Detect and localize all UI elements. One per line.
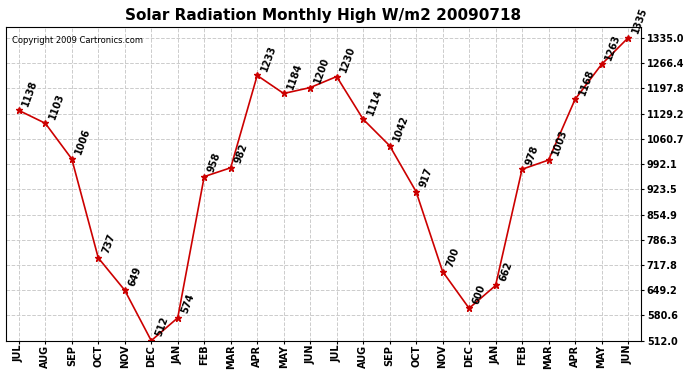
Text: 1114: 1114 xyxy=(365,87,384,116)
Text: 1184: 1184 xyxy=(286,62,304,90)
Text: 574: 574 xyxy=(180,292,196,315)
Text: Copyright 2009 Cartronics.com: Copyright 2009 Cartronics.com xyxy=(12,36,143,45)
Text: 662: 662 xyxy=(497,260,514,282)
Text: 512: 512 xyxy=(153,315,170,338)
Text: 1138: 1138 xyxy=(21,78,39,108)
Text: 1006: 1006 xyxy=(74,127,92,156)
Text: 982: 982 xyxy=(233,142,249,165)
Text: 1230: 1230 xyxy=(339,45,357,74)
Text: 1233: 1233 xyxy=(259,44,278,72)
Text: 1263: 1263 xyxy=(604,33,622,62)
Text: 978: 978 xyxy=(524,144,540,166)
Text: 917: 917 xyxy=(418,166,435,189)
Text: 1042: 1042 xyxy=(392,114,411,143)
Text: 1335: 1335 xyxy=(630,6,649,35)
Text: 737: 737 xyxy=(100,232,117,255)
Text: 1200: 1200 xyxy=(313,56,331,85)
Text: 958: 958 xyxy=(206,151,223,174)
Text: 1003: 1003 xyxy=(551,128,569,157)
Text: 1103: 1103 xyxy=(48,92,66,120)
Text: 700: 700 xyxy=(445,246,461,268)
Title: Solar Radiation Monthly High W/m2 20090718: Solar Radiation Monthly High W/m2 200907… xyxy=(126,8,522,23)
Text: 649: 649 xyxy=(127,265,144,287)
Text: 600: 600 xyxy=(471,283,488,305)
Text: 1168: 1168 xyxy=(577,68,596,96)
